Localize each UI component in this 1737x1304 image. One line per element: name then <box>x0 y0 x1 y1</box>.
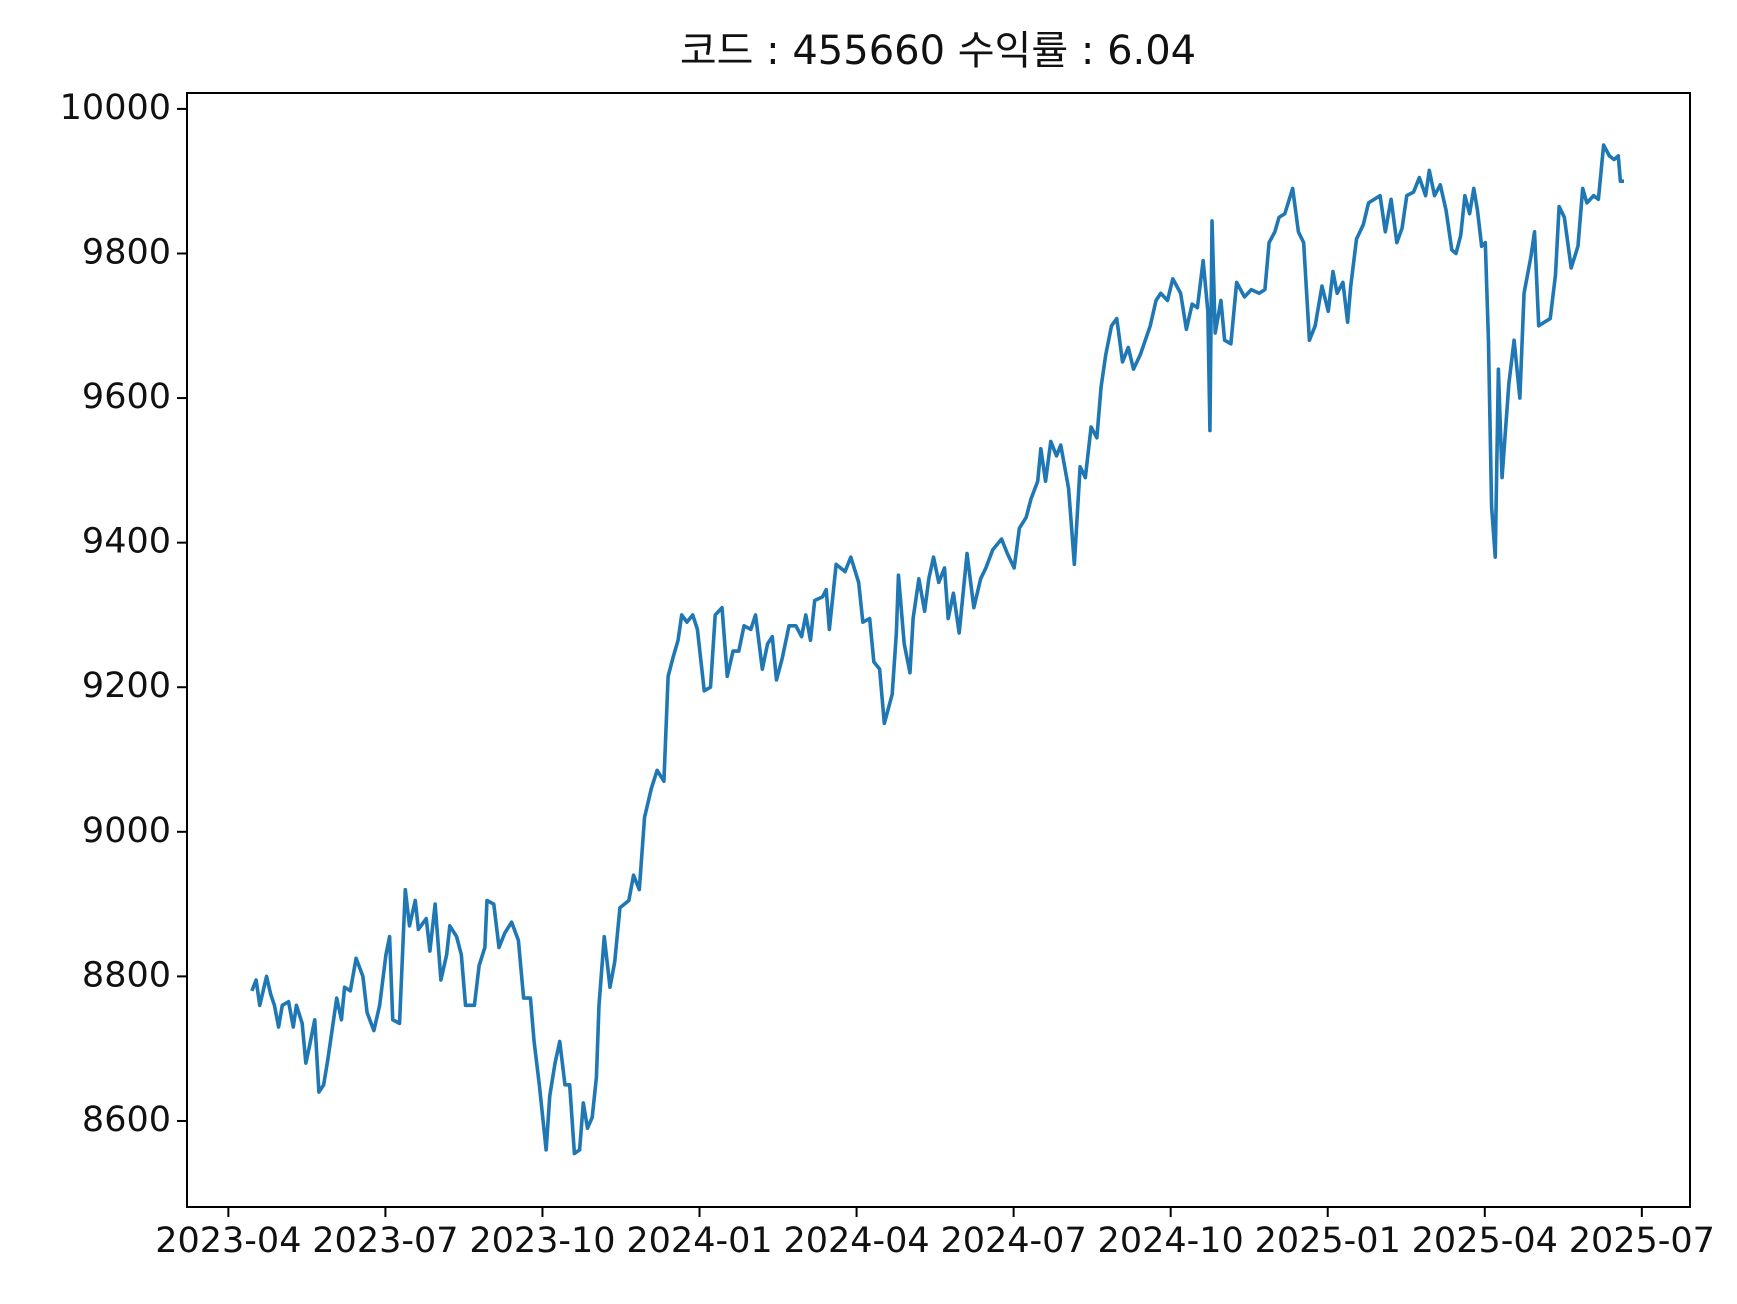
x-tick-label: 2023-07 <box>312 1221 458 1261</box>
y-tick-label: 8800 <box>82 955 171 995</box>
chart-title: 코드 : 455660 수익률 : 6.04 <box>680 28 1196 74</box>
x-tick-label: 2023-04 <box>155 1221 301 1261</box>
y-tick-label: 9200 <box>82 666 171 706</box>
y-tick-label: 9400 <box>82 522 171 562</box>
y-tick-label: 9600 <box>82 377 171 417</box>
x-tick-label: 2025-07 <box>1569 1221 1715 1261</box>
x-tick-label: 2024-07 <box>940 1221 1086 1261</box>
line-series <box>250 143 1625 1156</box>
y-tick-label: 9800 <box>82 232 171 272</box>
x-tick-label: 2025-04 <box>1412 1221 1558 1261</box>
x-tick-label: 2024-04 <box>783 1221 929 1261</box>
x-tick-label: 2025-01 <box>1255 1221 1401 1261</box>
y-tick-label: 10000 <box>60 88 171 128</box>
y-tick-label: 8600 <box>82 1100 171 1140</box>
x-tick-label: 2024-10 <box>1098 1221 1244 1261</box>
x-tick-label: 2023-10 <box>469 1221 615 1261</box>
plot-frame <box>186 92 1691 1208</box>
y-tick-label: 9000 <box>82 811 171 851</box>
x-tick-label: 2024-01 <box>626 1221 772 1261</box>
